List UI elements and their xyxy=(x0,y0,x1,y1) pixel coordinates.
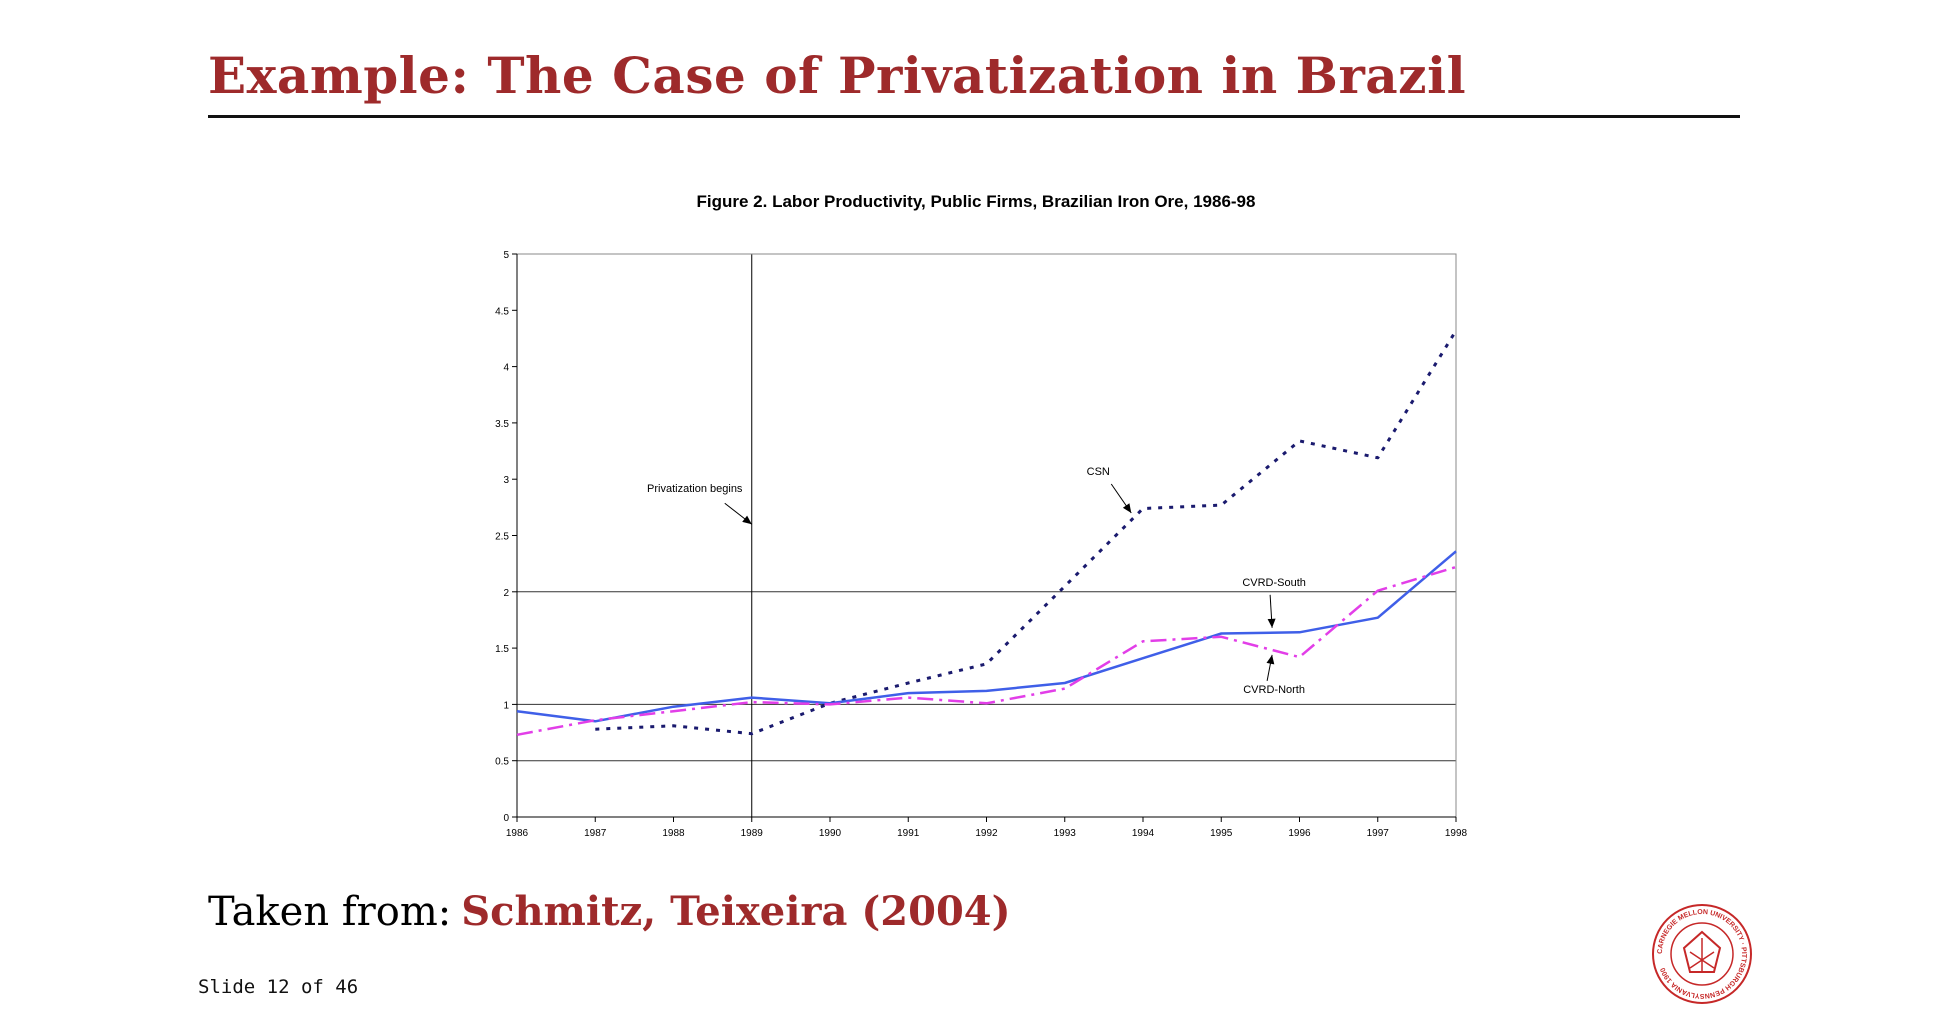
x-tick-label: 1997 xyxy=(1367,828,1390,839)
annotation-arrowhead xyxy=(742,515,752,525)
y-tick-label: 4.5 xyxy=(495,306,509,317)
x-tick-label: 1988 xyxy=(662,828,685,839)
chart-series xyxy=(516,329,1458,737)
y-tick-label: 3 xyxy=(503,475,509,486)
annotation-arrowhead xyxy=(1267,618,1276,628)
slide-title: Example: The Case of Privatization in Br… xyxy=(208,46,1467,105)
y-tick-label: 3.5 xyxy=(495,419,509,430)
x-tick-label: 1989 xyxy=(741,828,764,839)
x-tick-label: 1990 xyxy=(819,828,842,839)
y-tick-label: 1 xyxy=(503,700,509,711)
y-tick-label: 0.5 xyxy=(495,757,509,768)
x-tick-label: 1996 xyxy=(1288,828,1311,839)
x-tick-label: 1986 xyxy=(506,828,529,839)
chart-axes: 0 0.5 1 1.5 2 2.5 3 3.5 4 4.5 5 1986 1987 1988 1989 199… xyxy=(495,250,1467,839)
university-seal-logo: CARNEGIE MELLON UNIVERSITY · PITTSBURGH … xyxy=(1652,904,1752,1004)
grid-lines xyxy=(517,254,1456,817)
x-tick-label: 1993 xyxy=(1054,828,1077,839)
x-tick-label: 1987 xyxy=(584,828,607,839)
x-tick-label: 1998 xyxy=(1445,828,1468,839)
series-line-csn xyxy=(595,329,1458,736)
annotation-label: CVRD-South xyxy=(1242,577,1306,589)
title-rule xyxy=(208,115,1740,118)
annotation-arrowhead xyxy=(1266,654,1275,665)
x-tick-label: 1995 xyxy=(1210,828,1233,839)
y-tick-label: 2 xyxy=(503,588,509,599)
x-tick-label: 1994 xyxy=(1132,828,1155,839)
plot-frame xyxy=(516,253,1457,818)
y-tick-label: 1.5 xyxy=(495,644,509,655)
y-tick-label: 0 xyxy=(503,813,509,824)
citation-prefix: Taken from: xyxy=(208,889,452,935)
x-tick-label: 1992 xyxy=(975,828,998,839)
annotation-label: Privatization begins xyxy=(647,483,743,495)
y-tick-label: 4 xyxy=(503,363,509,374)
annotation-arrowhead xyxy=(1122,503,1132,513)
annotation-label: CVRD-North xyxy=(1243,684,1305,696)
series-line-cvrd-north xyxy=(516,565,1457,737)
citation-source: Schmitz, Teixeira (2004) xyxy=(461,888,1011,935)
y-tick-label: 2.5 xyxy=(495,532,509,543)
series-line-cvrd-south xyxy=(516,550,1457,723)
annotation-label: CSN xyxy=(1087,466,1110,478)
chart-title: Figure 2. Labor Productivity, Public Fir… xyxy=(697,192,1256,211)
chart-annotations: Privatization begins CSN CVRD-South CVRD-No… xyxy=(647,466,1306,696)
slide-number: Slide 12 of 46 xyxy=(198,976,359,998)
x-tick-label: 1991 xyxy=(897,828,920,839)
citation: Taken from: Schmitz, Teixeira (2004) xyxy=(208,888,1011,935)
line-chart: Figure 2. Labor Productivity, Public Fir… xyxy=(495,192,1467,839)
y-tick-label: 5 xyxy=(503,250,509,261)
